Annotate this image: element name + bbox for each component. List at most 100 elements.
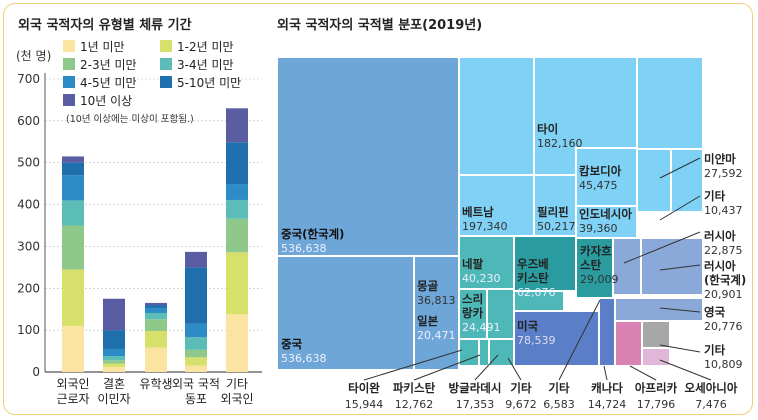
treemap-label: 영국 xyxy=(704,305,726,319)
bar-segment xyxy=(145,312,167,320)
treemap-cell xyxy=(641,320,671,349)
treemap-cell xyxy=(598,297,616,367)
y-tick-label: 400 xyxy=(17,198,40,212)
x-tick-label: 외국인 xyxy=(220,392,253,406)
treemap-cell xyxy=(458,56,535,176)
treemap-label: 타이 xyxy=(537,122,558,136)
leader-line xyxy=(603,365,608,381)
treemap-value: 10,809 xyxy=(704,358,743,371)
treemap-value: 62,076 xyxy=(517,286,556,299)
legend-label: 2-3년 미만 xyxy=(80,58,137,72)
treemap-label: (한국계) xyxy=(704,273,746,287)
treemap-cell xyxy=(669,320,704,367)
treemap-value: 10,437 xyxy=(704,204,743,217)
x-tick-label: 외국인 xyxy=(56,377,89,391)
treemap-value: 9,672 xyxy=(505,398,537,411)
bar-segment xyxy=(62,156,84,163)
leader-line xyxy=(363,349,463,381)
legend-label: 1-2년 미만 xyxy=(177,40,234,54)
bar-segment xyxy=(62,325,84,372)
bar-segment xyxy=(226,314,248,372)
bar-segment xyxy=(103,366,125,372)
treemap-value: 39,360 xyxy=(579,222,618,235)
treemap-label: 캐나다 xyxy=(591,381,623,395)
treemap-cell xyxy=(486,288,515,340)
bar-chart: (천 명) 0 100 200 300 400 500 600 700 1년 미만 1-2년 미… xyxy=(16,40,262,406)
bar-segment xyxy=(62,162,84,176)
treemap-cell xyxy=(413,255,460,371)
leader-line xyxy=(659,264,701,271)
treemap-value: 6,583 xyxy=(543,398,575,411)
bar-segment xyxy=(145,305,167,308)
bar-segment xyxy=(103,348,125,357)
leader-line xyxy=(659,157,701,179)
x-tick-label: 결혼 xyxy=(103,377,125,391)
treemap-value: 45,475 xyxy=(579,179,618,192)
x-tick-label: 이민자 xyxy=(97,392,130,406)
treemap-value: 17,353 xyxy=(456,398,495,411)
y-axis-label: (천 명) xyxy=(16,48,51,63)
treemap-value: 29,009 xyxy=(580,273,619,286)
legend-label: 4-5년 미만 xyxy=(80,76,137,90)
treemap-label: 몽골 xyxy=(417,279,439,293)
bar-segment xyxy=(62,269,84,326)
treemap-label: 기타 xyxy=(704,343,726,357)
treemap-value: 24,491 xyxy=(462,321,501,334)
bar-segment xyxy=(103,298,125,331)
treemap-label: 기타 xyxy=(704,189,726,203)
treemap-label: 러시아 xyxy=(704,259,736,273)
leader-line xyxy=(659,307,701,313)
treemap-value: 20,471 xyxy=(417,329,456,342)
x-tick-label: 유학생 xyxy=(139,377,172,391)
bar-segment xyxy=(103,356,125,361)
y-tick-label: 100 xyxy=(17,323,40,337)
y-tick-label: 700 xyxy=(17,72,40,86)
treemap-value: 197,340 xyxy=(462,220,508,233)
bar-segment xyxy=(226,142,248,185)
x-tick-label: 기타 xyxy=(226,377,248,391)
treemap-cell xyxy=(513,310,600,367)
legend-label: 5-10년 미만 xyxy=(177,76,241,90)
treemap-label: 파키스탄 xyxy=(393,381,436,395)
treemap-cell xyxy=(614,320,643,367)
bar-segment xyxy=(145,330,167,348)
treemap-cell xyxy=(641,347,671,367)
bar-segment xyxy=(145,347,167,372)
bar-segment xyxy=(185,357,207,366)
leader-line xyxy=(507,357,522,381)
treemap-value: 20,776 xyxy=(704,320,743,333)
treemap-cell xyxy=(478,338,490,367)
legend-label: 3-4년 미만 xyxy=(177,58,234,72)
bar-segment xyxy=(226,199,248,219)
treemap-cell xyxy=(612,237,642,296)
treemap-cell xyxy=(636,56,704,150)
treemap-cell xyxy=(533,174,577,237)
x-tick-label: 근로자 xyxy=(56,392,89,406)
legend-label: 1년 미만 xyxy=(80,40,125,54)
bar-segment xyxy=(226,252,248,315)
treemap-cell xyxy=(276,255,415,371)
treemap-label: 키스탄 xyxy=(517,271,549,285)
treemap-label: 스탄 xyxy=(580,258,602,272)
treemap-value: 15,944 xyxy=(345,398,384,411)
bar-segment xyxy=(145,319,167,331)
treemap-value: 17,796 xyxy=(637,398,676,411)
legend-swatch xyxy=(63,94,75,106)
treemap-value: 40,230 xyxy=(462,272,501,285)
bar-segment xyxy=(62,200,84,226)
treemap-label: 카자흐 xyxy=(580,244,612,258)
bar-segment xyxy=(103,363,125,367)
legend-label: 10년 이상 xyxy=(80,94,132,108)
treemap-cell xyxy=(575,205,638,239)
bar-segment xyxy=(185,267,207,324)
treemap-label: 기타 xyxy=(510,381,532,395)
treemap-cell xyxy=(575,147,638,207)
bar-segment xyxy=(185,337,207,350)
treemap-cell xyxy=(614,297,704,322)
bar-segment xyxy=(103,360,125,364)
y-tick-label: 500 xyxy=(17,156,40,170)
treemap-value: 182,160 xyxy=(537,137,583,150)
bar-segment xyxy=(185,365,207,372)
x-tick-label: 외국 국적 xyxy=(172,377,220,391)
leader-line xyxy=(558,299,601,381)
